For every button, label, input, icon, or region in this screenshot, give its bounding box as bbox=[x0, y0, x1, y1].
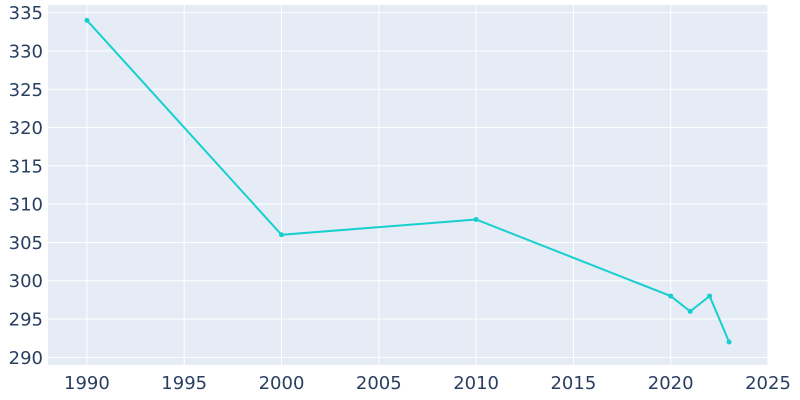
y-tick-label: 300 bbox=[9, 271, 43, 292]
data-point bbox=[668, 293, 674, 299]
y-tick-label: 315 bbox=[9, 156, 43, 177]
y-tick-label: 330 bbox=[9, 41, 43, 62]
data-point bbox=[84, 17, 90, 23]
data-point bbox=[707, 293, 713, 299]
x-tick-label: 2005 bbox=[356, 373, 402, 394]
data-point bbox=[687, 308, 693, 314]
y-tick-label: 290 bbox=[9, 348, 43, 369]
x-tick-label: 2025 bbox=[745, 373, 791, 394]
x-tick-label: 2010 bbox=[453, 373, 499, 394]
y-tick-label: 305 bbox=[9, 233, 43, 254]
x-tick-label: 2020 bbox=[648, 373, 694, 394]
plot-background bbox=[48, 5, 768, 365]
y-tick-label: 310 bbox=[9, 195, 43, 216]
x-tick-label: 2015 bbox=[550, 373, 596, 394]
x-tick-label: 2000 bbox=[259, 373, 305, 394]
x-tick-label: 1995 bbox=[161, 373, 207, 394]
data-point bbox=[279, 232, 285, 238]
grid-lines bbox=[48, 5, 769, 365]
tick-labels: 1990 1995 2000 2005 2010 2015 2020 2025 290 295 30… bbox=[9, 3, 791, 394]
y-tick-label: 325 bbox=[9, 80, 43, 101]
y-tick-label: 320 bbox=[9, 118, 43, 139]
data-point bbox=[473, 216, 479, 222]
data-points bbox=[84, 17, 732, 345]
x-tick-label: 1990 bbox=[64, 373, 110, 394]
y-tick-label: 295 bbox=[9, 310, 43, 331]
data-point bbox=[726, 339, 732, 345]
y-tick-label: 335 bbox=[9, 3, 43, 24]
